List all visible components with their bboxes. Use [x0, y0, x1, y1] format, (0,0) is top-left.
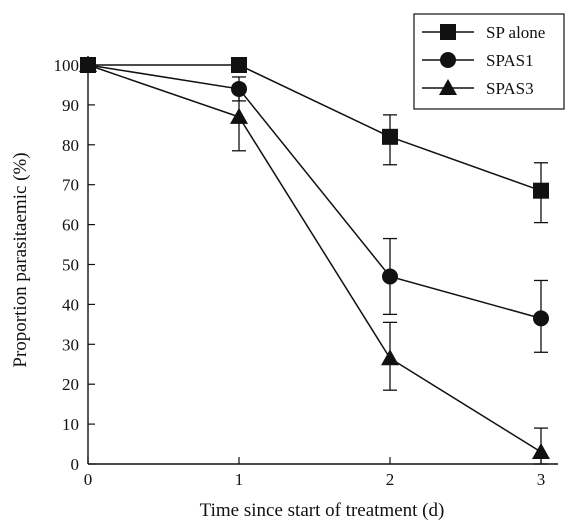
- legend-marker-1: [440, 52, 456, 68]
- legend-items: SP alone SPAS1 SPAS3: [422, 23, 545, 98]
- legend-marker-2: [439, 79, 457, 95]
- data-point-2-1: [230, 107, 248, 124]
- legend-label-1: SPAS1: [486, 51, 534, 70]
- y-tick-label-2: 20: [62, 375, 79, 394]
- y-tick-label-1: 10: [62, 415, 79, 434]
- y-tick-label-0: 0: [71, 455, 80, 474]
- series-line-2: [87, 64, 542, 453]
- legend-box: [413, 13, 565, 110]
- legend: SP alone SPAS1 SPAS3: [413, 13, 565, 110]
- data-point-1-3: [533, 310, 549, 327]
- y-tick-label-7: 70: [62, 176, 79, 195]
- series-line-0: [88, 64, 542, 192]
- y-tick-label-10: 100: [54, 56, 80, 75]
- y-tick-label-6: 60: [62, 216, 79, 235]
- data-point-0-1: [231, 57, 247, 73]
- data-point-2-2: [381, 349, 399, 366]
- legend-marker-0: [440, 24, 456, 40]
- data-point-2-0: [79, 56, 97, 72]
- y-tick-label-8: 80: [62, 136, 79, 155]
- x-tick-label-0: 0: [84, 470, 93, 489]
- x-axis-label: Time since start of treatment (d): [200, 500, 445, 521]
- series-layer: [79, 56, 550, 465]
- x-tick-label-3: 3: [537, 470, 546, 489]
- x-ticks: 0 1 2 3: [84, 457, 546, 489]
- legend-label-2: SPAS3: [486, 79, 534, 98]
- series-line-1: [87, 64, 542, 320]
- series-2: [79, 56, 550, 465]
- legend-label-0: SP alone: [486, 23, 545, 42]
- y-tick-label-4: 40: [62, 295, 79, 314]
- y-tick-label-9: 90: [62, 96, 79, 115]
- y-tick-label-3: 30: [62, 335, 79, 354]
- y-tick-label-5: 50: [62, 256, 79, 275]
- x-tick-label-1: 1: [235, 470, 244, 489]
- data-point-0-3: [533, 182, 549, 199]
- data-point-0-2: [382, 128, 398, 145]
- y-axis-label: Proportion parasitaemic (%): [10, 152, 31, 367]
- data-point-2-3: [532, 443, 550, 460]
- data-point-1-2: [382, 268, 398, 285]
- axes: [87, 56, 558, 465]
- y-ticks: 0 10 20 30 40 50 60 70 80 90 100: [54, 56, 95, 474]
- x-tick-label-2: 2: [386, 470, 395, 489]
